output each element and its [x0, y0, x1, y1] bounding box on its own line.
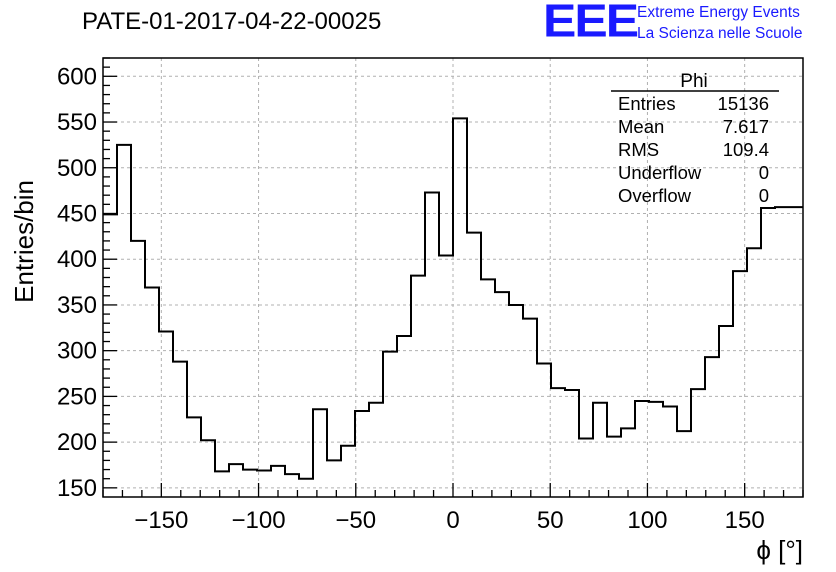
y-axis-label: Entries/bin	[9, 180, 39, 303]
stats-box: Phi Entries 15136 Mean 7.617 RMS 109.4 Underfl…	[611, 71, 779, 206]
y-tick-labels: 150 200 250 300 350 400 450 500 550 600	[57, 63, 97, 502]
stats-value: 0	[759, 162, 769, 183]
y-tick-label: 400	[57, 246, 97, 273]
y-tick-label: 300	[57, 338, 97, 365]
y-tick-label: 200	[57, 429, 97, 456]
stats-label: Entries	[618, 93, 676, 114]
y-tick-label: 550	[57, 109, 97, 136]
y-tick-label: 250	[57, 383, 97, 410]
x-tick-label: 50	[537, 507, 564, 534]
x-tick-label: −150	[134, 507, 188, 534]
axis-ticks	[102, 57, 804, 497]
x-tick-labels: −150 −100 −50 0 50 100 150	[134, 507, 764, 534]
y-tick-label: 350	[57, 292, 97, 319]
x-tick-label: −100	[232, 507, 286, 534]
x-axis-label: ϕ [°]	[756, 535, 803, 565]
logo-text-line1: Extreme Energy Events	[637, 4, 800, 21]
chart-title: PATE-01-2017-04-22-00025	[82, 8, 382, 35]
stats-value: 109.4	[723, 139, 769, 160]
stats-title: Phi	[680, 71, 707, 92]
stats-value: 15136	[718, 93, 769, 114]
stats-label: Mean	[618, 116, 664, 137]
stats-label: RMS	[618, 139, 659, 160]
x-tick-label: 100	[627, 507, 667, 534]
y-tick-label: 150	[57, 475, 97, 502]
logo-text-line2: La Scienza nelle Scuole	[637, 25, 803, 42]
y-tick-label: 450	[57, 200, 97, 227]
stats-label: Underflow	[618, 162, 702, 183]
y-tick-label: 500	[57, 155, 97, 182]
x-tick-label: 150	[725, 507, 765, 534]
stats-value: 7.617	[723, 116, 769, 137]
y-tick-label: 600	[57, 63, 97, 90]
eee-logo: EEE	[543, 0, 639, 47]
x-tick-label: −50	[335, 507, 376, 534]
x-tick-label: 0	[446, 507, 459, 534]
stats-value: 0	[759, 185, 769, 206]
histogram-line	[103, 117, 803, 480]
stats-label: Overflow	[618, 185, 692, 206]
